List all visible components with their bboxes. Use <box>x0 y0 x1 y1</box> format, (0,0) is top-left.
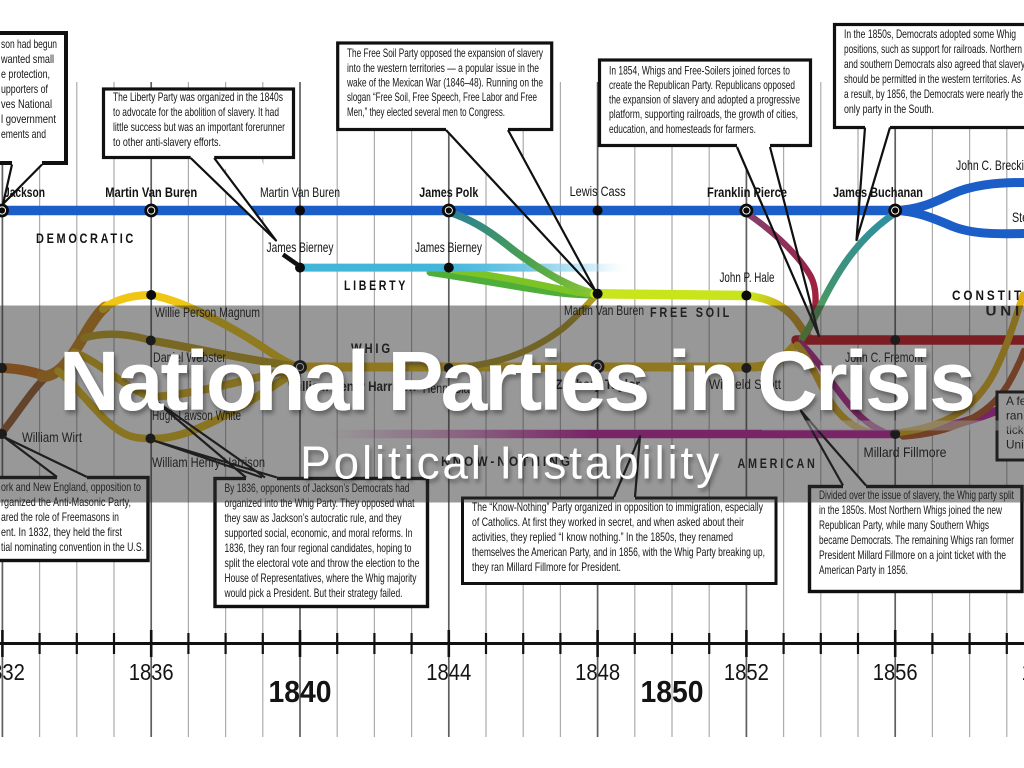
svg-text:In 1854, Whigs and Free-Soiler: In 1854, Whigs and Free-Soilers joined f… <box>609 64 790 78</box>
svg-text:William Wirt: William Wirt <box>22 430 82 445</box>
svg-text:Stephen A. Douglas: Stephen A. Douglas <box>1012 210 1024 225</box>
svg-text:1856: 1856 <box>873 659 918 685</box>
svg-text:Zachary Taylor: Zachary Taylor <box>555 377 641 392</box>
svg-text:into the western territories —: into the western territories — a popular… <box>347 61 539 75</box>
svg-text:National Parties in Crisis: National Parties in Crisis <box>59 334 973 428</box>
svg-text:1852: 1852 <box>724 659 769 685</box>
svg-text:William Henry Harrison: William Henry Harrison <box>288 379 416 394</box>
svg-text:KNOW-NOTHING: KNOW-NOTHING <box>441 454 573 469</box>
svg-text:The Liberty Party was organize: The Liberty Party was organized in the 1… <box>113 90 283 104</box>
svg-text:Franklin Pierce: Franklin Pierce <box>707 185 787 200</box>
svg-text:Daniel Webster: Daniel Webster <box>153 350 226 365</box>
svg-text:Political Instability: Political Instability <box>300 437 722 489</box>
svg-text:they saw as Jackson’s autocrat: they saw as Jackson’s autocratic rule, a… <box>225 511 402 525</box>
svg-text:Henry Clay: Henry Clay <box>423 381 475 396</box>
svg-text:Divided over the issue of slav: Divided over the issue of slavery, the W… <box>819 488 1015 502</box>
svg-text:split the electoral vote and t: split the electoral vote and throw the e… <box>225 556 420 570</box>
svg-text:create the Republican Party. R: create the Republican Party. Republicans… <box>609 78 795 92</box>
svg-text:wake of the Mexican War (1846–: wake of the Mexican War (1846–48). Runni… <box>346 76 543 90</box>
svg-text:UNION: UNION <box>986 304 1024 319</box>
svg-text:ent. In 1832, they held the fi: ent. In 1832, they held the first <box>1 525 123 539</box>
svg-text:Political Instability: Political Instability <box>302 440 724 492</box>
svg-text:ared the role of Freemasons in: ared the role of Freemasons in <box>1 510 119 524</box>
svg-text:Willie Person Magnum: Willie Person Magnum <box>155 305 260 320</box>
svg-text:positions, such as support for: positions, such as support for railroads… <box>844 42 1022 56</box>
svg-text:ran Joh: ran Joh <box>1006 409 1024 423</box>
svg-text:LIBERTY: LIBERTY <box>344 278 408 293</box>
svg-text:The Free Soil Party opposed th: The Free Soil Party opposed the expansio… <box>347 46 543 60</box>
svg-text:1836, they ran four regional c: 1836, they ran four regional candidates,… <box>225 541 412 555</box>
svg-text:education, and homesteads for: education, and homesteads for farmers. <box>609 122 756 136</box>
svg-text:1844: 1844 <box>426 659 471 685</box>
svg-text:The “Know-Nothing” Party organ: The “Know-Nothing” Party organized in op… <box>472 500 763 514</box>
svg-text:AMERICAN: AMERICAN <box>738 456 818 471</box>
svg-text:In the 1850s, Democrats adopte: In the 1850s, Democrats adopted some Whi… <box>844 27 1016 41</box>
svg-text:National Parties in Crisis: National Parties in Crisis <box>61 338 975 432</box>
svg-text:l government: l government <box>1 112 57 126</box>
svg-text:the expansion of slavery and a: the expansion of slavery and adopted a p… <box>609 93 800 107</box>
svg-text:1832: 1832 <box>0 659 25 685</box>
svg-text:House of Representatives, wher: House of Representatives, where the Whig… <box>225 571 417 585</box>
svg-text:Jackson: Jackson <box>4 185 45 200</box>
svg-text:President Millard Fillmore on: President Millard Fillmore on a joint ti… <box>819 548 1006 562</box>
svg-text:American Party in 1856.: American Party in 1856. <box>819 563 908 577</box>
svg-text:1840: 1840 <box>269 674 332 709</box>
svg-text:John C. Fremont: John C. Fremont <box>845 350 923 365</box>
svg-text:they ran Millard Fillmore for: they ran Millard Fillmore for President. <box>472 560 621 574</box>
svg-text:Lewis Cass: Lewis Cass <box>570 184 626 199</box>
svg-text:organized into the Whig Party.: organized into the Whig Party. They oppo… <box>225 496 416 510</box>
svg-text:1848: 1848 <box>575 659 620 685</box>
svg-text:son had begun: son had begun <box>1 37 57 51</box>
svg-text:Men,” they elected several men: Men,” they elected several men to Congre… <box>347 105 505 119</box>
svg-text:activities, they replied “I kn: activities, they replied “I know nothing… <box>472 530 733 544</box>
svg-text:CONSTITUTIONAL: CONSTITUTIONAL <box>952 288 1024 303</box>
svg-text:should be permitted in the wes: should be permitted in the western terri… <box>844 72 1021 86</box>
svg-text:became Democrats. The remainin: became Democrats. The remaining Whigs ra… <box>819 533 1014 547</box>
svg-text:Republican Party, while many S: Republican Party, while many Southern Wh… <box>819 518 989 532</box>
svg-text:e protection,: e protection, <box>1 67 50 81</box>
svg-text:ork and New England, oppositio: ork and New England, opposition to <box>1 480 141 494</box>
svg-text:to other anti-slavery efforts.: to other anti-slavery efforts. <box>113 135 221 149</box>
svg-text:rganized the Anti-Masonic Part: rganized the Anti-Masonic Party, <box>1 495 131 509</box>
svg-text:slogan “Free Soil, Free Speech: slogan “Free Soil, Free Speech, Free Lab… <box>347 90 537 104</box>
svg-text:tial nominating convention in: tial nominating convention in the U.S. <box>1 540 144 554</box>
svg-text:a result, by 1856, the Democr: a result, by 1856, the Democrats were ne… <box>844 87 1023 101</box>
svg-text:FREE SOIL: FREE SOIL <box>650 305 732 320</box>
svg-text:Martin Van Buren: Martin Van Buren <box>105 185 197 200</box>
svg-text:1860: 1860 <box>1022 659 1024 685</box>
svg-text:WHIG: WHIG <box>351 341 393 356</box>
svg-text:James Polk: James Polk <box>419 185 478 200</box>
svg-text:DEMOCRATIC: DEMOCRATIC <box>36 230 136 246</box>
svg-text:James Buchanan: James Buchanan <box>833 185 923 200</box>
svg-text:little success but was an impo: little success but was an important fore… <box>113 120 285 134</box>
svg-text:of Catholics. At first they wo: of Catholics. At first they worked in se… <box>472 515 744 529</box>
svg-text:Union: Union <box>1006 438 1024 452</box>
svg-text:ves National: ves National <box>1 97 52 111</box>
svg-text:Winfield Scott: Winfield Scott <box>709 377 781 392</box>
svg-text:upporters of: upporters of <box>1 82 49 96</box>
svg-text:platform, supporting railroads: platform, supporting railroads, the grow… <box>609 107 798 121</box>
svg-text:A few W: A few W <box>1006 394 1024 408</box>
svg-text:By 1836, opponents of Jackson’: By 1836, opponents of Jackson’s Democrat… <box>225 481 410 495</box>
svg-text:themselves the American Party,: themselves the American Party, and in 18… <box>472 545 765 559</box>
svg-text:Millard Fillmore: Millard Fillmore <box>864 445 947 460</box>
svg-text:James Bierney: James Bierney <box>415 240 482 255</box>
svg-text:John P. Hale: John P. Hale <box>720 270 775 285</box>
svg-text:ements and: ements and <box>1 127 46 141</box>
svg-text:Martin Van Buren: Martin Van Buren <box>260 185 340 200</box>
svg-text:in the 1850s. Most Northern Wh: in the 1850s. Most Northern Whigs joined… <box>819 503 1002 517</box>
svg-text:Martin Van Buren: Martin Van Buren <box>564 303 644 318</box>
svg-text:James Bierney: James Bierney <box>267 240 334 255</box>
svg-text:wanted small: wanted small <box>0 52 54 66</box>
svg-text:to advocate for the abolition: to advocate for the abolition of slavery… <box>113 105 279 119</box>
svg-text:would pick a President. But th: would pick a President. But their strate… <box>224 586 403 600</box>
svg-text:only party in the South.: only party in the South. <box>844 102 934 116</box>
svg-text:and southern Democrats also ag: and southern Democrats also agreed that … <box>844 57 1024 71</box>
svg-text:1850: 1850 <box>641 674 704 709</box>
svg-text:Hugh Lawson White: Hugh Lawson White <box>152 408 241 423</box>
svg-text:supported social, economic, an: supported social, economic, and moral re… <box>225 526 413 540</box>
svg-text:John C. Breckinridge: John C. Breckinridge <box>956 158 1024 173</box>
svg-text:1836: 1836 <box>129 659 174 685</box>
